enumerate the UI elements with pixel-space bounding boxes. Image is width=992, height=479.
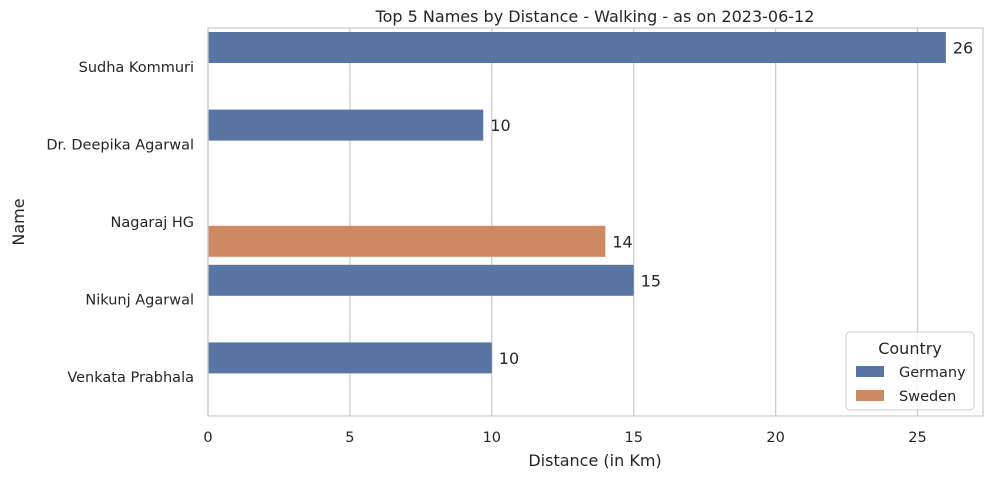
bar (208, 264, 634, 296)
legend-label: Sweden (899, 389, 956, 405)
legend-swatch (856, 366, 884, 377)
bar (208, 225, 606, 257)
chart-title: Top 5 Names by Distance - Walking - as o… (375, 7, 815, 26)
x-tick-20: 20 (766, 430, 784, 446)
bar-value-label: 26 (953, 39, 973, 58)
x-tick-0: 0 (203, 430, 212, 446)
y-axis-label: Name (9, 198, 28, 245)
legend-title: Country (878, 339, 942, 358)
bar-value-label: 15 (641, 271, 661, 290)
bar-value-label: 14 (612, 232, 632, 251)
y-tick-labels: Sudha Kommuri Dr. Deepika Agarwal Nagaraj … (46, 60, 194, 386)
x-tick-15: 15 (624, 430, 642, 446)
x-tick-5: 5 (345, 430, 354, 446)
y-tick-label: Venkata Prabhala (67, 370, 194, 386)
bars-group (208, 32, 946, 374)
bar-value-label: 10 (499, 349, 519, 368)
x-tick-labels: 0 5 10 15 20 25 (203, 430, 926, 446)
y-tick-label: Sudha Kommuri (79, 60, 194, 76)
legend-items: Germany Sweden (856, 365, 966, 405)
y-tick-label: Dr. Deepika Agarwal (46, 137, 194, 153)
bar-labels-group: 26 10 14 15 10 (490, 39, 973, 368)
bar-value-label: 10 (490, 116, 510, 135)
bar (208, 32, 946, 63)
x-tick-10: 10 (483, 430, 501, 446)
bar (208, 109, 484, 141)
y-tick-label: Nagaraj HG (111, 215, 194, 231)
bar (208, 342, 492, 374)
legend: Country Germany Sweden (845, 331, 975, 411)
x-tick-25: 25 (908, 430, 926, 446)
x-axis-label: Distance (in Km) (528, 451, 661, 470)
legend-label: Germany (899, 365, 966, 381)
y-tick-label: Nikunj Agarwal (85, 293, 194, 309)
plot-frame (207, 27, 984, 417)
legend-swatch (856, 390, 884, 401)
